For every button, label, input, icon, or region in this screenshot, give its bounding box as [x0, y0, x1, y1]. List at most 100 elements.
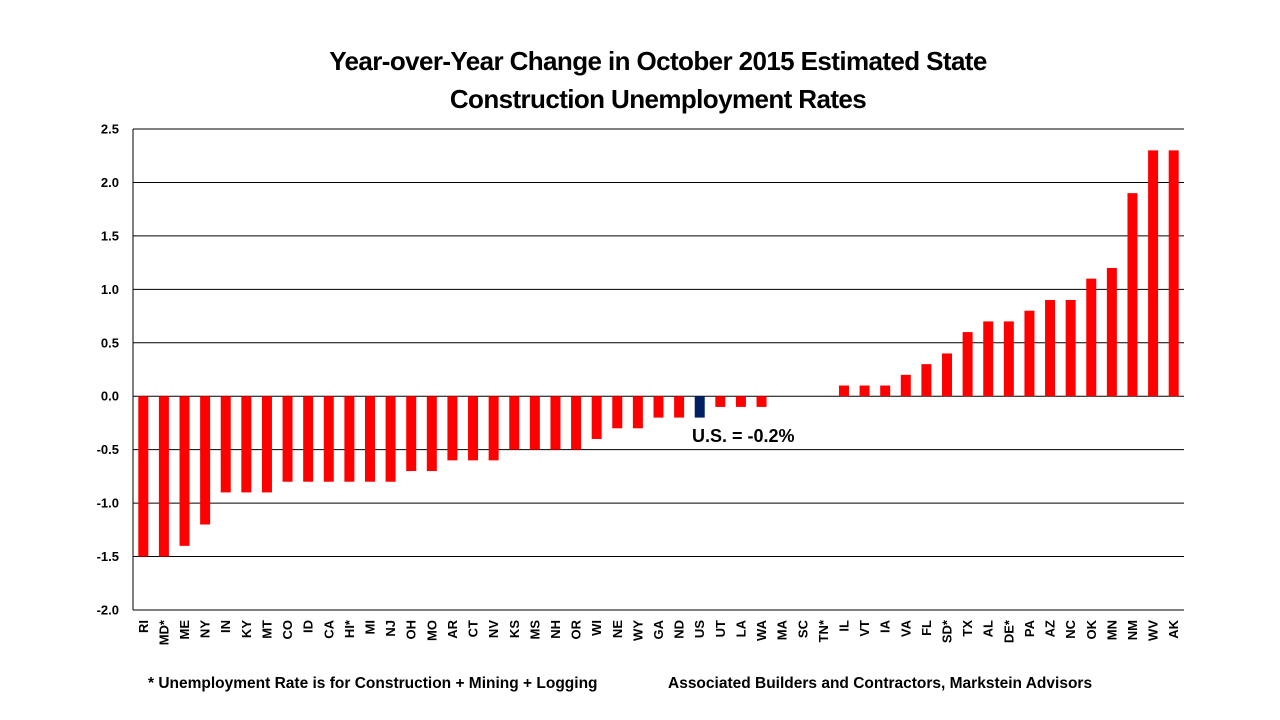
- x-tick-label: AR: [445, 619, 460, 638]
- x-tick-label: WY: [630, 620, 645, 641]
- bar-mn: [1106, 267, 1117, 397]
- y-tick-label: 1.5: [101, 228, 119, 243]
- x-tick-label: MS: [527, 620, 542, 640]
- bar-us: [694, 396, 705, 418]
- x-tick-label: WA: [754, 619, 769, 641]
- y-tick-label: 2.5: [101, 122, 119, 137]
- bar-vt: [859, 385, 870, 397]
- bar-ca: [323, 396, 334, 482]
- x-tick-label: SD*: [940, 619, 955, 643]
- bar-ms: [529, 396, 540, 450]
- x-tick-label: HI*: [342, 619, 357, 638]
- x-tick-label: IA: [878, 619, 893, 633]
- x-tick-label: NE: [610, 620, 625, 638]
- x-tick-label: UT: [713, 620, 728, 637]
- bar-az: [1045, 300, 1056, 397]
- bar-md: [158, 396, 169, 557]
- x-tick-label: MO: [424, 620, 439, 641]
- bar-ut: [715, 396, 726, 407]
- bar-ny: [200, 396, 211, 525]
- y-tick-label: -2.0: [97, 603, 119, 618]
- us-annotation: U.S. = -0.2%: [692, 426, 795, 446]
- bar-ri: [138, 396, 149, 557]
- x-tick-label: NH: [548, 620, 563, 639]
- bar-or: [571, 396, 582, 450]
- x-tick-label: ID: [301, 620, 316, 633]
- bar-co: [282, 396, 293, 482]
- x-tick-label: MT: [259, 620, 274, 639]
- bar-nh: [550, 396, 561, 450]
- bar-ar: [447, 396, 458, 461]
- x-tick-label: NC: [1063, 619, 1078, 638]
- x-tick-label: IL: [836, 620, 851, 632]
- bar-de: [1003, 321, 1014, 397]
- chart-title: Year-over-Year Change in October 2015 Es…: [0, 42, 1280, 118]
- footnote: * Unemployment Rate is for Construction …: [148, 675, 598, 692]
- x-tick-label: GA: [651, 619, 666, 639]
- x-tick-label: MA: [775, 619, 790, 640]
- x-tick-label: KS: [507, 620, 522, 638]
- x-tick-label: OH: [404, 620, 419, 640]
- x-tick-label: CT: [466, 620, 481, 637]
- bar-va: [900, 374, 911, 397]
- x-tick-label: IN: [218, 620, 233, 633]
- x-tick-label: CO: [280, 620, 295, 640]
- x-tick-label: CA: [321, 619, 336, 638]
- x-tick-label: MN: [1104, 620, 1119, 640]
- x-tick-label: PA: [1022, 619, 1037, 637]
- bar-al: [983, 321, 994, 397]
- bars: [138, 150, 1179, 557]
- bar-ks: [509, 396, 520, 450]
- bar-nj: [385, 396, 396, 482]
- source-credit: Associated Builders and Contractors, Mar…: [668, 675, 1093, 692]
- bar-sd: [942, 353, 953, 397]
- x-tick-label: DE*: [1001, 619, 1016, 643]
- y-axis-tick-labels: 2.5 2.0 1.5 1.0 0.5 0.0 -0.5 -1.0 -1.5 -2.0: [97, 122, 119, 618]
- x-tick-label: NV: [486, 620, 501, 638]
- x-tick-label: AZ: [1043, 620, 1058, 637]
- bar-il: [838, 385, 849, 397]
- bar-mo: [426, 396, 437, 472]
- bar-ne: [612, 396, 623, 429]
- x-tick-label: VT: [857, 620, 872, 637]
- bar-oh: [406, 396, 417, 472]
- bar-ok: [1086, 278, 1097, 397]
- bar-nd: [674, 396, 685, 418]
- x-tick-label: MD*: [156, 619, 171, 645]
- y-tick-label: -1.5: [97, 549, 119, 564]
- bar-tx: [962, 332, 973, 397]
- x-tick-label: TX: [960, 620, 975, 637]
- x-axis-tick-labels: RI MD* ME NY IN KY MT CO ID CA HI* MI NJ OH MO AR CT NV KS…: [136, 619, 1181, 645]
- bar-ky: [241, 396, 252, 493]
- x-tick-label: KY: [239, 620, 254, 638]
- chart-title-line-1: Year-over-Year Change in October 2015 Es…: [329, 46, 987, 76]
- y-tick-label: 1.0: [101, 282, 119, 297]
- x-tick-label: OK: [1084, 619, 1099, 639]
- bar-wy: [632, 396, 643, 429]
- bar-wa: [756, 396, 767, 407]
- y-tick-label: 0.5: [101, 335, 119, 350]
- x-tick-label: US: [692, 620, 707, 638]
- x-tick-label: NM: [1125, 620, 1140, 640]
- bar-me: [179, 396, 190, 546]
- bar-id: [303, 396, 314, 482]
- x-tick-label: VA: [898, 619, 913, 637]
- x-tick-label: MI: [362, 620, 377, 634]
- bar-wv: [1148, 150, 1159, 397]
- x-tick-label: WI: [589, 620, 604, 636]
- bar-fl: [921, 364, 932, 397]
- y-tick-label: -1.0: [97, 496, 119, 511]
- bar-nv: [488, 396, 499, 461]
- bar-pa: [1024, 310, 1035, 397]
- x-tick-label: RI: [136, 620, 151, 633]
- y-tick-label: 0.0: [101, 389, 119, 404]
- x-tick-label: LA: [733, 619, 748, 637]
- bar-wi: [591, 396, 602, 439]
- x-tick-label: NY: [198, 620, 213, 638]
- y-tick-label: 2.0: [101, 175, 119, 190]
- bar-nc: [1065, 300, 1076, 397]
- x-tick-label: WV: [1146, 620, 1161, 641]
- bar-mi: [364, 396, 375, 482]
- bar-in: [220, 396, 231, 493]
